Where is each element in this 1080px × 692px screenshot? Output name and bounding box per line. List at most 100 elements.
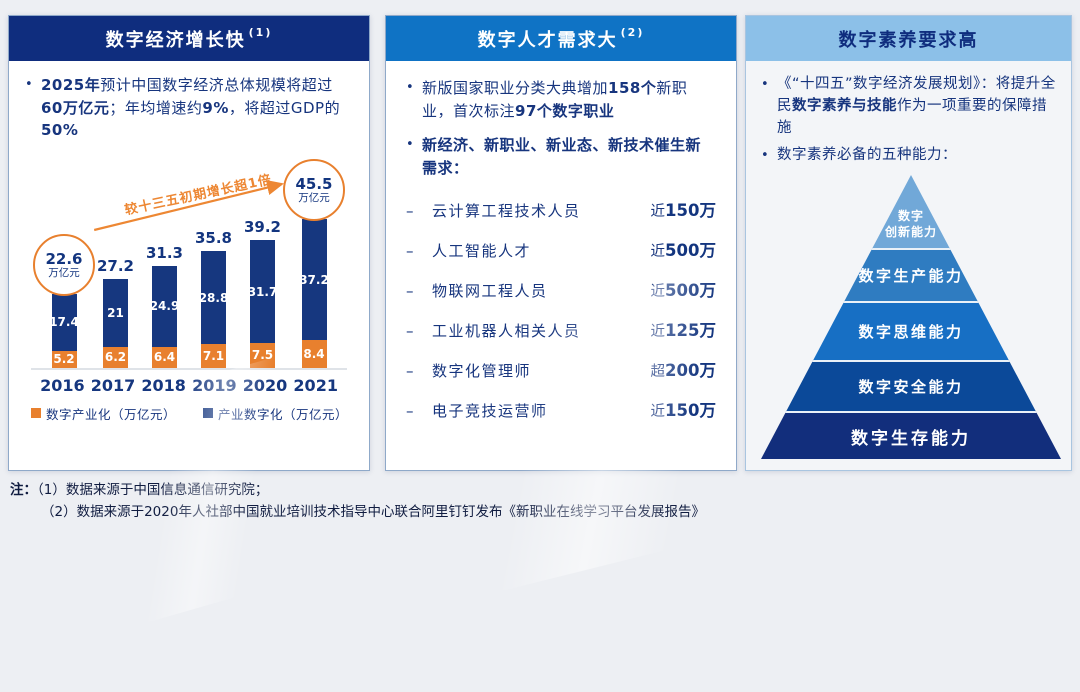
- talent-bullet-2-text: 新经济、新职业、新业态、新技术催生新需求：: [422, 134, 716, 179]
- total-value: 45.5: [295, 174, 333, 193]
- job-name: 物联网工程人员: [432, 282, 548, 300]
- bar-segment-industry-digitalization: 28.8: [199, 250, 228, 345]
- text-segment: 预计中国数字经济总体规模将超过: [100, 76, 333, 94]
- chart-plot-area: 较十三五初期增长超1倍 22.6 万亿元 17.4 5.2 27.2 21 6.2 31.3 2…: [31, 152, 347, 370]
- job-row: – 物联网工程人员 近500万: [406, 277, 716, 301]
- panel-digital-talent: 数字人才需求大 (2) • 新版国家职业分类大典增加158个新职业，首次标注97个…: [385, 15, 737, 471]
- panel-economy-body: • 2025年预计中国数字经济总体规模将超过 60万亿元；年均增速约9%，将超过G…: [9, 61, 369, 470]
- count-prefix: 超: [650, 364, 666, 380]
- total-unit: 万亿元: [298, 192, 330, 205]
- economy-bullet: • 2025年预计中国数字经济总体规模将超过 60万亿元；年均增速约9%，将超过G…: [25, 74, 353, 142]
- bar-column: 22.6 万亿元 17.4 5.2: [33, 234, 95, 368]
- pyramid-level-label: 数字思维能力: [858, 323, 964, 341]
- text-segment: 数字素养与技能: [792, 97, 897, 114]
- legend-label: 数字产业化（万亿元）: [46, 406, 177, 422]
- count-prefix: 近: [650, 244, 666, 260]
- legend-swatch: [203, 408, 213, 418]
- pyramid-level-label: 数字生产能力: [858, 267, 964, 285]
- panel-digital-economy: 数字经济增长快 (1) • 2025年预计中国数字经济总体规模将超过 60万亿元；年…: [8, 15, 370, 471]
- total-value: 22.6: [45, 249, 83, 268]
- literacy-bullet-1: • 《“十四五”数字经济发展规划》：将提升全民数字素养与技能作为一项重要的保障措…: [761, 74, 1056, 139]
- stacked-bar-chart: 较十三五初期增长超1倍 22.6 万亿元 17.4 5.2 27.2 21 6.2 31.3 2…: [31, 152, 349, 423]
- pyramid-level: 数字安全能力: [761, 360, 1061, 411]
- footnote-line-2: （2）数据来源于2020年人社部中国就业培训技术指导中心联合阿里钉钉发布《新职业…: [10, 502, 705, 524]
- footnote-2-text: （2）数据来源于2020年人社部中国就业培训技术指导中心联合阿里钉钉发布《新职业…: [41, 503, 705, 520]
- total-unit: 万亿元: [48, 267, 80, 280]
- text-segment: 60万亿元: [41, 98, 110, 117]
- chart-legend: 数字产业化（万亿元） 产业数字化（万亿元）: [31, 404, 349, 423]
- job-name: 工业机器人相关人员: [432, 322, 581, 340]
- chart-annotation: 较十三五初期增长超1倍: [123, 172, 274, 218]
- pyramid-level-label: 数字安全能力: [858, 378, 964, 396]
- panel-economy-title: 数字经济增长快: [105, 29, 246, 51]
- job-demand-list: – 云计算工程技术人员 近150万 – 人工智能人才 近500万 – 物联网工程人员 近500万…: [406, 197, 716, 421]
- bullet-marker: •: [406, 137, 415, 152]
- capability-pyramid: 数字 创新能力 数字生产能力 数字思维能力 数字安全能力 数字生存能力: [761, 175, 1061, 459]
- job-row: – 人工智能人才 近500万: [406, 237, 716, 261]
- bar-segment-industry-digitalization: 24.9: [150, 265, 179, 347]
- total-value: 27.2: [96, 257, 134, 276]
- bar-segment-digital-industrialization: 7.1: [201, 344, 226, 368]
- count-number: 500万: [665, 241, 716, 260]
- axis-year-label: 2016: [40, 375, 85, 395]
- job-count: 近150万: [651, 197, 716, 221]
- bar-segment-digital-industrialization: 8.4: [301, 340, 327, 368]
- bar-column: 35.8 28.8 7.1: [189, 229, 238, 368]
- pyramid-level: 数字生产能力: [761, 248, 1061, 301]
- legend-label: 产业数字化（万亿元）: [218, 406, 349, 422]
- text-segment: 新版国家职业分类大典增加: [422, 79, 609, 97]
- footnote-1-text: （1）数据来源于中国信息通信研究院；: [37, 482, 269, 498]
- bar-segment-digital-industrialization: 6.2: [103, 347, 128, 368]
- pyramid-level-label: 数字: [897, 208, 924, 223]
- dash-marker: –: [406, 322, 414, 340]
- bar-segment-industry-digitalization: 37.2: [299, 219, 329, 341]
- bar-column: 45.5 万亿元 37.2 8.4: [283, 159, 345, 368]
- legend-swatch: [31, 408, 41, 418]
- axis-year-label: 2017: [90, 375, 136, 395]
- panel-literacy-title: 数字素养要求高: [838, 29, 979, 51]
- bar-segment-industry-digitalization: 31.7: [248, 240, 277, 344]
- panel-economy-footnote-ref: (1): [248, 26, 273, 39]
- job-name: 数字化管理师: [432, 362, 532, 380]
- stacked-bar: 17.4 5.2: [49, 294, 79, 368]
- talent-bullet-1: • 新版国家职业分类大典增加158个新职业，首次标注97个数字职业: [406, 77, 716, 122]
- footnote-line-1: 注：（1）数据来源于中国信息通信研究院；: [10, 480, 705, 502]
- bullet-marker: •: [25, 77, 34, 92]
- total-value: 35.8: [194, 228, 232, 247]
- chart-x-axis: 2016 2017 2018 2019 2020 2021: [31, 376, 347, 395]
- bar-segment-digital-industrialization: 7.5: [250, 343, 275, 368]
- dash-marker: –: [406, 202, 414, 220]
- dash-marker: –: [406, 402, 414, 420]
- bar-segment-digital-industrialization: 6.4: [152, 346, 177, 368]
- note-label: 注：: [10, 482, 37, 498]
- literacy-bullet-1-text: 《“十四五”数字经济发展规划》：将提升全民数字素养与技能作为一项重要的保障措施: [777, 74, 1056, 139]
- bullet-marker: •: [761, 148, 770, 164]
- job-row: – 工业机器人相关人员 近125万: [406, 317, 716, 341]
- axis-year-label: 2021: [293, 375, 338, 395]
- bar-segment-industry-digitalization: 17.4: [49, 294, 79, 351]
- stacked-bar: 28.8 7.1: [199, 250, 228, 368]
- job-row: – 数字化管理师 超200万: [406, 357, 716, 381]
- panel-talent-title: 数字人才需求大: [477, 29, 618, 51]
- job-row: – 云计算工程技术人员 近150万: [406, 197, 716, 221]
- pyramid-level-label: 数字生存能力: [851, 428, 971, 449]
- text-segment: 作为一项重要的保障措施: [777, 97, 1047, 136]
- text-segment: 2025年: [41, 76, 101, 94]
- total-value: 31.3: [145, 243, 183, 262]
- dash-marker: –: [406, 242, 414, 260]
- count-number: 500万: [665, 281, 716, 300]
- panel-talent-body: • 新版国家职业分类大典增加158个新职业，首次标注97个数字职业 • 新经济、…: [386, 61, 736, 470]
- bar-column: 27.2 21 6.2: [91, 257, 140, 368]
- job-count: 近125万: [651, 317, 716, 341]
- total-value: 39.2: [243, 218, 281, 237]
- count-prefix: 近: [650, 204, 666, 220]
- panel-literacy-body: • 《“十四五”数字经济发展规划》：将提升全民数字素养与技能作为一项重要的保障措…: [746, 61, 1071, 470]
- text-segment: 9%: [202, 98, 229, 117]
- count-prefix: 近: [650, 404, 666, 420]
- axis-year-label: 2019: [192, 375, 237, 395]
- panel-literacy-header: 数字素养要求高: [746, 16, 1071, 61]
- job-count: 近500万: [651, 237, 716, 261]
- count-number: 150万: [665, 401, 716, 420]
- text-segment: 158个: [608, 79, 657, 97]
- pyramid-level: 数字思维能力: [761, 301, 1061, 360]
